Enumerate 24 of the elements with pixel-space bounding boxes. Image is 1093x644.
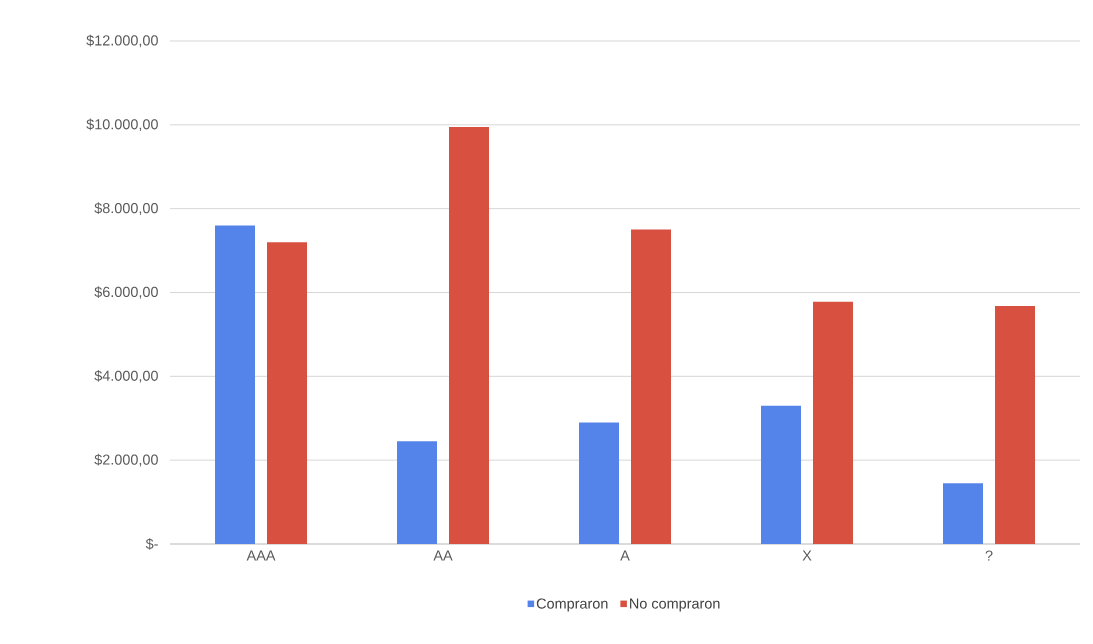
- bar: [813, 301, 854, 544]
- x-tick-label: AA: [433, 550, 453, 561]
- bar: [449, 126, 490, 544]
- y-tick-label: $-: [145, 538, 158, 550]
- y-tick-label: $8.000,00: [94, 202, 158, 215]
- bar: [579, 422, 620, 544]
- bar: [761, 405, 802, 544]
- bar: [943, 483, 984, 544]
- legend-label: No compraron: [630, 598, 720, 612]
- x-tick-label: AAA: [246, 550, 276, 561]
- bar: [267, 242, 308, 544]
- y-tick-label: $4.000,00: [94, 370, 158, 383]
- y-tick-label: $10.000,00: [86, 118, 158, 132]
- bar: [631, 229, 672, 544]
- bar: [995, 305, 1036, 544]
- x-tick-label: A: [620, 550, 630, 561]
- y-tick-label: $2.000,00: [94, 453, 158, 467]
- x-tick-label: ?: [985, 550, 993, 561]
- x-tick-label: X: [802, 550, 812, 561]
- y-tick-label: $12.000,00: [86, 34, 158, 48]
- bar: [215, 225, 256, 544]
- y-tick-label: $6.000,00: [94, 286, 158, 299]
- bar: [397, 441, 438, 544]
- legend-label: Compraron: [536, 598, 608, 612]
